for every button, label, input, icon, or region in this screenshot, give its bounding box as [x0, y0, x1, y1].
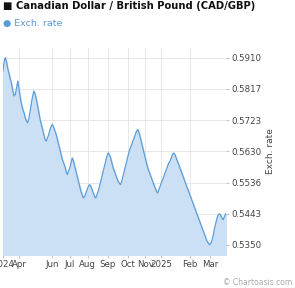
Text: ● Exch. rate: ● Exch. rate	[3, 19, 62, 28]
Y-axis label: Exch. rate: Exch. rate	[266, 128, 275, 174]
Text: © Chartoasis.com: © Chartoasis.com	[223, 278, 292, 287]
Text: ■ Canadian Dollar / British Pound (CAD/GBP): ■ Canadian Dollar / British Pound (CAD/G…	[3, 1, 255, 12]
